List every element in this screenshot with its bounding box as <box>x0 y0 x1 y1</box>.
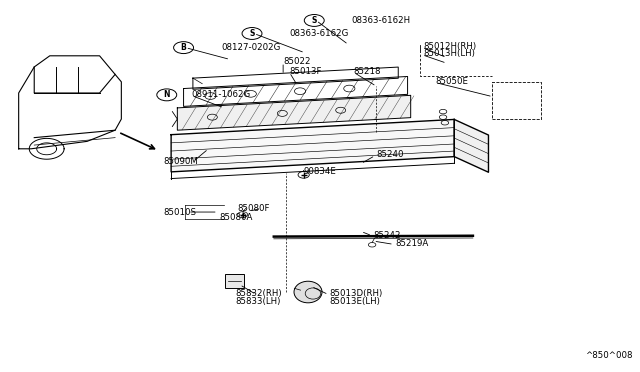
Text: S: S <box>312 16 317 25</box>
Text: S: S <box>250 29 255 38</box>
Text: 85013H(LH): 85013H(LH) <box>423 49 475 58</box>
Text: 85080A: 85080A <box>219 213 252 222</box>
Text: 85240: 85240 <box>376 150 404 159</box>
Text: 85013F: 85013F <box>289 67 322 76</box>
Polygon shape <box>177 95 411 130</box>
Bar <box>225 274 244 288</box>
Text: 85833(LH): 85833(LH) <box>236 297 280 306</box>
Text: 85022: 85022 <box>283 57 310 66</box>
Ellipse shape <box>294 281 322 303</box>
Text: B: B <box>180 43 186 52</box>
Text: 85013E(LH): 85013E(LH) <box>330 297 381 306</box>
Text: 85242: 85242 <box>373 231 401 240</box>
Text: 85832(RH): 85832(RH) <box>236 289 282 298</box>
Text: 85012H(RH): 85012H(RH) <box>423 42 476 51</box>
Text: 08127-0202G: 08127-0202G <box>221 43 280 52</box>
Text: 08363-6162G: 08363-6162G <box>289 29 349 38</box>
Text: 85090M: 85090M <box>163 157 198 166</box>
Text: 85219A: 85219A <box>395 239 428 248</box>
Text: ^850^008: ^850^008 <box>585 351 632 360</box>
Text: 85218: 85218 <box>353 67 381 76</box>
Polygon shape <box>171 119 454 172</box>
Text: N: N <box>163 90 170 99</box>
Polygon shape <box>454 119 488 172</box>
Text: 85050E: 85050E <box>436 77 468 86</box>
Text: 85010S: 85010S <box>164 208 196 217</box>
Text: 85080F: 85080F <box>237 204 270 213</box>
Text: 85013D(RH): 85013D(RH) <box>330 289 383 298</box>
Text: 08911-1062G: 08911-1062G <box>191 90 251 99</box>
Text: 08363-6162H: 08363-6162H <box>351 16 411 25</box>
Text: 90834E: 90834E <box>303 167 336 176</box>
